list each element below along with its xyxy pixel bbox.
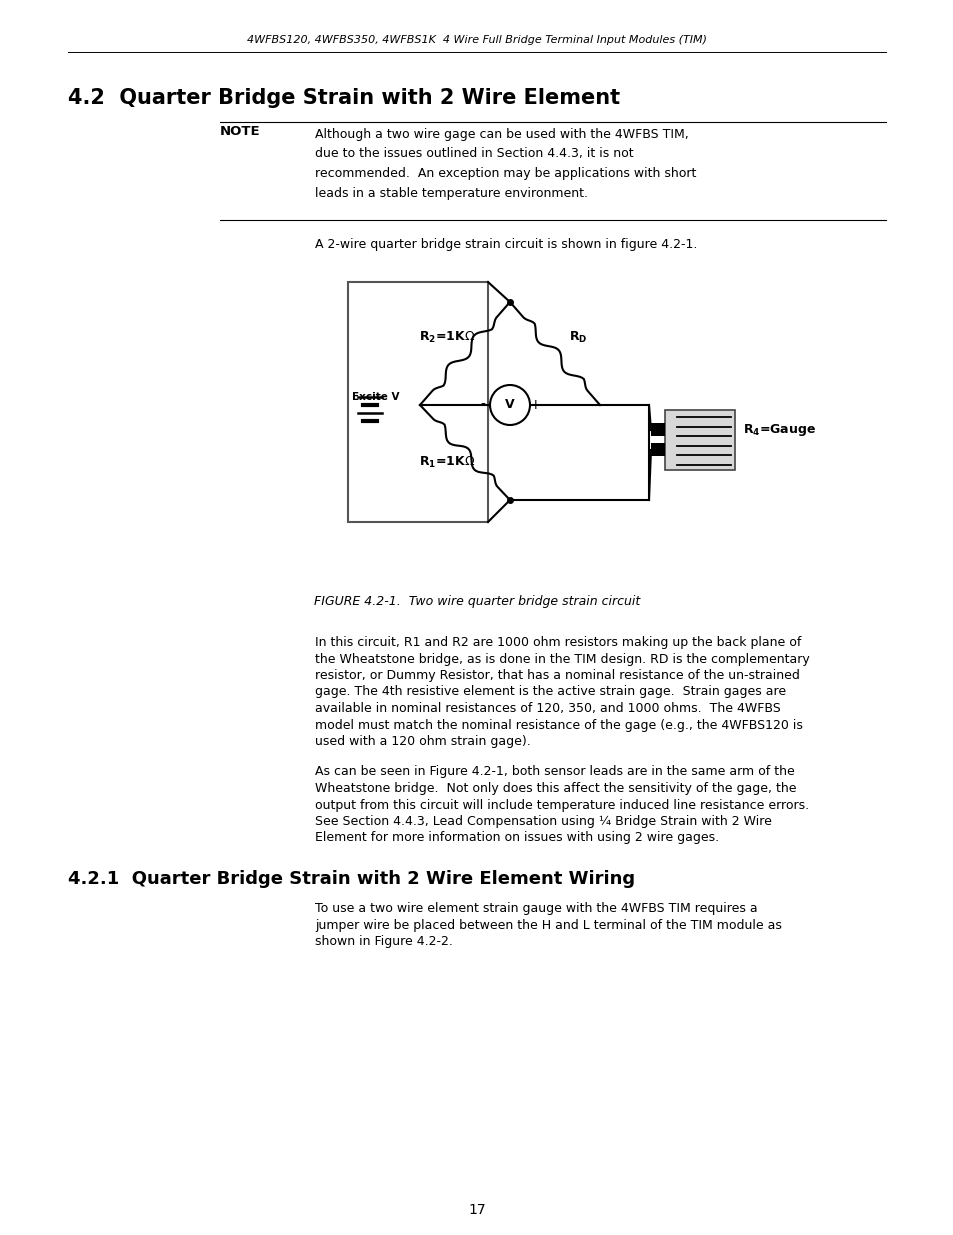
Text: To use a two wire element strain gauge with the 4WFBS TIM requires a: To use a two wire element strain gauge w… <box>314 902 757 915</box>
Text: $\mathbf{R_4}$=Gauge: $\mathbf{R_4}$=Gauge <box>742 422 815 438</box>
Text: Wheatstone bridge.  Not only does this affect the sensitivity of the gage, the: Wheatstone bridge. Not only does this af… <box>314 782 796 795</box>
Text: -: - <box>480 398 485 412</box>
Text: available in nominal resistances of 120, 350, and 1000 ohms.  The 4WFBS: available in nominal resistances of 120,… <box>314 701 780 715</box>
Text: As can be seen in Figure 4.2-1, both sensor leads are in the same arm of the: As can be seen in Figure 4.2-1, both sen… <box>314 766 794 778</box>
Text: leads in a stable temperature environment.: leads in a stable temperature environmen… <box>314 186 587 200</box>
Bar <box>348 282 488 522</box>
Bar <box>650 443 664 456</box>
Text: shown in Figure 4.2-2.: shown in Figure 4.2-2. <box>314 935 453 948</box>
Text: Excite V: Excite V <box>352 391 399 403</box>
Circle shape <box>490 385 530 425</box>
Text: gage. The 4th resistive element is the active strain gage.  Strain gages are: gage. The 4th resistive element is the a… <box>314 685 785 699</box>
Text: $\mathbf{R_D}$: $\mathbf{R_D}$ <box>568 330 587 345</box>
Text: jumper wire be placed between the H and L terminal of the TIM module as: jumper wire be placed between the H and … <box>314 919 781 931</box>
Text: +: + <box>529 398 540 412</box>
Text: $\mathbf{R_2}$=1K$\Omega$: $\mathbf{R_2}$=1K$\Omega$ <box>418 330 475 345</box>
Bar <box>650 424 664 436</box>
Text: output from this circuit will include temperature induced line resistance errors: output from this circuit will include te… <box>314 799 808 811</box>
Text: model must match the nominal resistance of the gage (e.g., the 4WFBS120 is: model must match the nominal resistance … <box>314 719 802 731</box>
Text: the Wheatstone bridge, as is done in the TIM design. RD is the complementary: the Wheatstone bridge, as is done in the… <box>314 652 809 666</box>
Text: 17: 17 <box>468 1203 485 1216</box>
Text: 4.2.1  Quarter Bridge Strain with 2 Wire Element Wiring: 4.2.1 Quarter Bridge Strain with 2 Wire … <box>68 869 635 888</box>
Text: Element for more information on issues with using 2 wire gages.: Element for more information on issues w… <box>314 831 719 845</box>
Text: used with a 120 ohm strain gage).: used with a 120 ohm strain gage). <box>314 735 530 748</box>
Text: A 2-wire quarter bridge strain circuit is shown in figure 4.2-1.: A 2-wire quarter bridge strain circuit i… <box>314 238 697 251</box>
Text: Although a two wire gage can be used with the 4WFBS TIM,: Although a two wire gage can be used wit… <box>314 128 688 141</box>
Text: 4WFBS120, 4WFBS350, 4WFBS1K  4 Wire Full Bridge Terminal Input Modules (TIM): 4WFBS120, 4WFBS350, 4WFBS1K 4 Wire Full … <box>247 35 706 44</box>
Text: NOTE: NOTE <box>220 125 260 138</box>
Text: V: V <box>505 399 515 411</box>
Text: recommended.  An exception may be applications with short: recommended. An exception may be applica… <box>314 167 696 180</box>
Text: resistor, or Dummy Resistor, that has a nominal resistance of the un-strained: resistor, or Dummy Resistor, that has a … <box>314 669 799 682</box>
Bar <box>664 410 734 471</box>
Text: $\mathbf{R_1}$=1K$\Omega$: $\mathbf{R_1}$=1K$\Omega$ <box>418 454 475 469</box>
Text: In this circuit, R1 and R2 are 1000 ohm resistors making up the back plane of: In this circuit, R1 and R2 are 1000 ohm … <box>314 636 801 650</box>
Text: See Section 4.4.3, Lead Compensation using ¼ Bridge Strain with 2 Wire: See Section 4.4.3, Lead Compensation usi… <box>314 815 771 827</box>
Text: FIGURE 4.2-1.  Two wire quarter bridge strain circuit: FIGURE 4.2-1. Two wire quarter bridge st… <box>314 595 639 608</box>
Text: 4.2  Quarter Bridge Strain with 2 Wire Element: 4.2 Quarter Bridge Strain with 2 Wire El… <box>68 88 619 107</box>
Text: due to the issues outlined in Section 4.4.3, it is not: due to the issues outlined in Section 4.… <box>314 147 633 161</box>
